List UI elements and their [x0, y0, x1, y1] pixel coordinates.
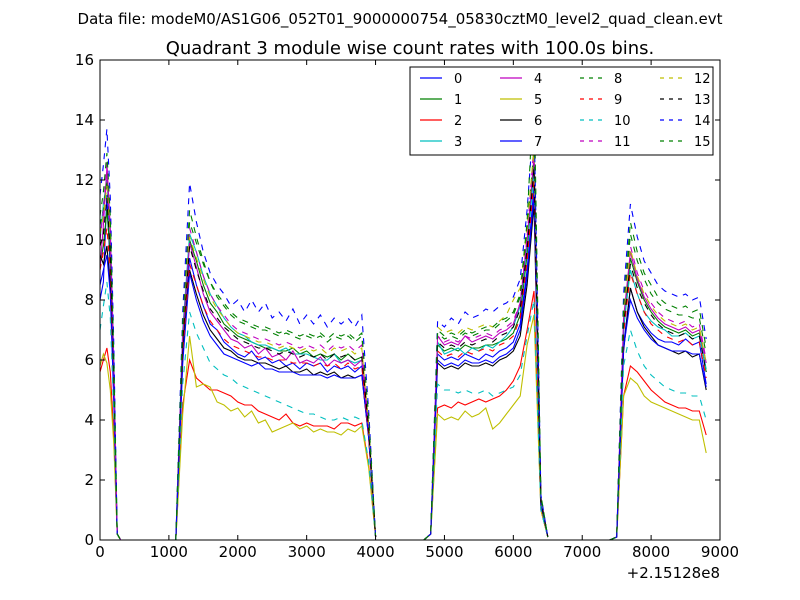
chart-title: Quadrant 3 module wise count rates with …	[166, 38, 655, 59]
series-line-13-seg4	[609, 263, 707, 540]
x-tick-label: 9000	[701, 543, 739, 561]
series-layer	[100, 83, 707, 540]
legend-label-9: 9	[614, 93, 622, 108]
y-tick-label: 8	[84, 291, 94, 309]
y-tick-label: 16	[75, 51, 94, 69]
y-tick-label: 12	[75, 171, 94, 189]
axes-layer: 0 1000 2000 3000 4000 5000 6000 7000 8000 9000 0 2 4…	[75, 51, 739, 561]
x-tick-label: 6000	[494, 543, 532, 561]
legend-label-12: 12	[694, 72, 711, 87]
series-line-15-seg1	[100, 152, 122, 540]
series-line-2-seg2	[175, 357, 377, 540]
series-line-15-seg2	[175, 209, 377, 540]
series-line-4-seg2	[175, 242, 377, 540]
series-line-13-seg2	[175, 245, 377, 540]
series-line-15-seg4	[609, 221, 707, 540]
series-line-11-seg1	[100, 161, 122, 540]
series-line-10-seg3	[423, 299, 549, 540]
legend-label-8: 8	[614, 72, 622, 87]
y-tick-label: 2	[84, 471, 94, 489]
series-line-8-seg2	[175, 221, 377, 540]
series-line-4-seg3	[423, 155, 549, 540]
legend-label-5: 5	[534, 93, 542, 108]
legend-label-3: 3	[454, 135, 462, 150]
legend-label-14: 14	[694, 114, 711, 129]
series-line-14-seg2	[175, 182, 377, 540]
legend-label-11: 11	[614, 135, 631, 150]
series-line-7-seg3	[423, 194, 549, 540]
legend-label-10: 10	[614, 114, 631, 129]
legend-label-13: 13	[694, 93, 711, 108]
series-line-2-seg3	[423, 290, 549, 540]
y-tick-label: 14	[75, 111, 94, 129]
legend-label-15: 15	[694, 135, 711, 150]
series-line-15-seg3	[423, 83, 549, 540]
series-line-14-seg3	[423, 113, 549, 540]
x-tick-label: 1000	[150, 543, 188, 561]
x-tick-label: 8000	[632, 543, 670, 561]
x-tick-label: 4000	[356, 543, 394, 561]
series-line-5-seg2	[175, 335, 377, 540]
series-line-7-seg2	[175, 272, 377, 540]
series-line-5-seg3	[423, 314, 549, 540]
series-line-12-seg2	[175, 236, 377, 540]
y-tick-label: 6	[84, 351, 94, 369]
series-line-8-seg4	[609, 233, 707, 540]
x-tick-label: 0	[95, 543, 105, 561]
legend-label-1: 1	[454, 93, 462, 108]
legend-label-0: 0	[454, 72, 462, 87]
series-line-9-seg4	[609, 272, 707, 540]
y-tick-label: 4	[84, 411, 94, 429]
series-line-10-seg2	[175, 311, 377, 540]
x-tick-label: 2000	[219, 543, 257, 561]
legend-label-4: 4	[534, 72, 542, 87]
series-line-13-seg3	[423, 167, 549, 540]
series-line-5-seg4	[609, 377, 707, 540]
figure-suptitle: Data file: modeM0/AS1G06_052T01_90000007…	[78, 10, 723, 29]
legend-label-6: 6	[534, 114, 542, 129]
legend-label-2: 2	[454, 114, 462, 129]
series-line-11-seg2	[175, 227, 377, 540]
y-tick-label: 0	[84, 531, 94, 549]
series-line-4-seg4	[609, 251, 707, 540]
legend-label-7: 7	[534, 135, 542, 150]
series-line-6-seg3	[423, 203, 549, 540]
series-line-7-seg4	[609, 297, 707, 540]
legend-frame	[409, 66, 714, 156]
series-line-12-seg3	[423, 146, 549, 540]
series-line-0-seg2	[175, 257, 377, 540]
x-tick-label: 3000	[288, 543, 326, 561]
series-line-11-seg3	[423, 143, 549, 540]
series-line-2-seg4	[609, 364, 707, 540]
x-offset-label: +2.15128e8	[627, 564, 720, 582]
y-tick-label: 10	[75, 231, 94, 249]
x-tick-label: 7000	[563, 543, 601, 561]
series-line-14-seg4	[609, 203, 707, 540]
x-tick-label: 5000	[425, 543, 463, 561]
